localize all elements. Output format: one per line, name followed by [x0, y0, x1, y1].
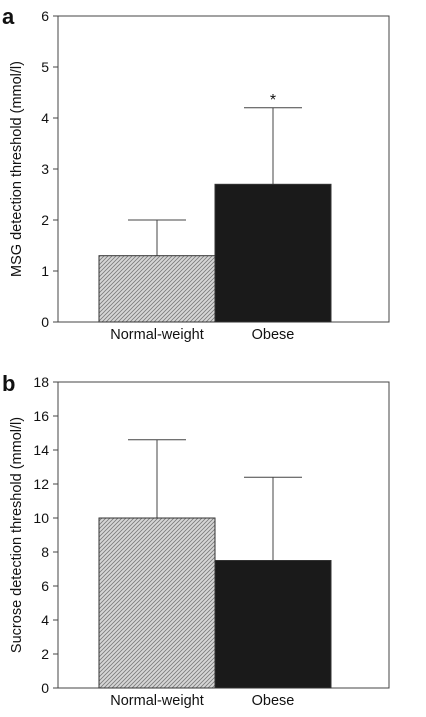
- panel-b-category-label-normal-weight: Normal-weight: [110, 693, 203, 709]
- panel-a-marks: [98, 107, 332, 323]
- panel-a-category-label-obese: Obese: [252, 327, 295, 343]
- panel-b-y-ticks: 0 2 4 6 8 10 12 14 16 18: [33, 374, 58, 696]
- panel-a-y-tick-label-5: 5: [41, 59, 49, 75]
- panel-a-y-tick-label-4: 4: [41, 110, 49, 126]
- panel-b-marks: [98, 439, 332, 689]
- panel-a-bar-obese: [214, 183, 332, 323]
- panel-b-y-tick-label-3: 6: [41, 578, 49, 594]
- panel-b-y-tick-label-8: 16: [33, 408, 49, 424]
- panel-a-letter: a: [2, 4, 15, 29]
- panel-b-category-label-obese: Obese: [252, 693, 295, 709]
- panel-b: b Sucrose detection threshold (mmol/l) 0…: [2, 371, 390, 709]
- panel-b-y-tick-label-6: 12: [33, 476, 49, 492]
- panel-a-significance-marker: *: [270, 92, 276, 109]
- panel-a-y-tick-label-0: 0: [41, 314, 49, 330]
- panel-b-bar-obese: [214, 560, 332, 689]
- panel-a-bar-normal-weight: [98, 255, 216, 323]
- panel-a: a MSG detection threshold (mmol/l) 0 1 2 3 4…: [2, 4, 390, 343]
- panel-a-y-ticks: 0 1 2 3 4 5 6: [41, 8, 58, 330]
- panel-b-y-tick-label-7: 14: [33, 442, 49, 458]
- panel-b-bar-normal-weight: [98, 517, 216, 689]
- panel-b-letter: b: [2, 371, 15, 396]
- panel-a-y-tick-label-3: 3: [41, 161, 49, 177]
- panel-a-y-tick-label-1: 1: [41, 263, 49, 279]
- panel-b-y-tick-label-1: 2: [41, 646, 49, 662]
- panel-a-y-tick-label-2: 2: [41, 212, 49, 228]
- panel-a-y-axis-title: MSG detection threshold (mmol/l): [9, 61, 25, 277]
- panel-b-y-axis-title: Sucrose detection threshold (mmol/l): [9, 417, 25, 653]
- panel-a-category-label-normal-weight: Normal-weight: [110, 327, 203, 343]
- panel-a-y-tick-label-6: 6: [41, 8, 49, 24]
- panel-b-y-tick-label-5: 10: [33, 510, 49, 526]
- panel-b-y-tick-label-2: 4: [41, 612, 49, 628]
- panel-b-y-tick-label-0: 0: [41, 680, 49, 696]
- panel-b-y-tick-label-9: 18: [33, 374, 49, 390]
- panel-b-y-tick-label-4: 8: [41, 544, 49, 560]
